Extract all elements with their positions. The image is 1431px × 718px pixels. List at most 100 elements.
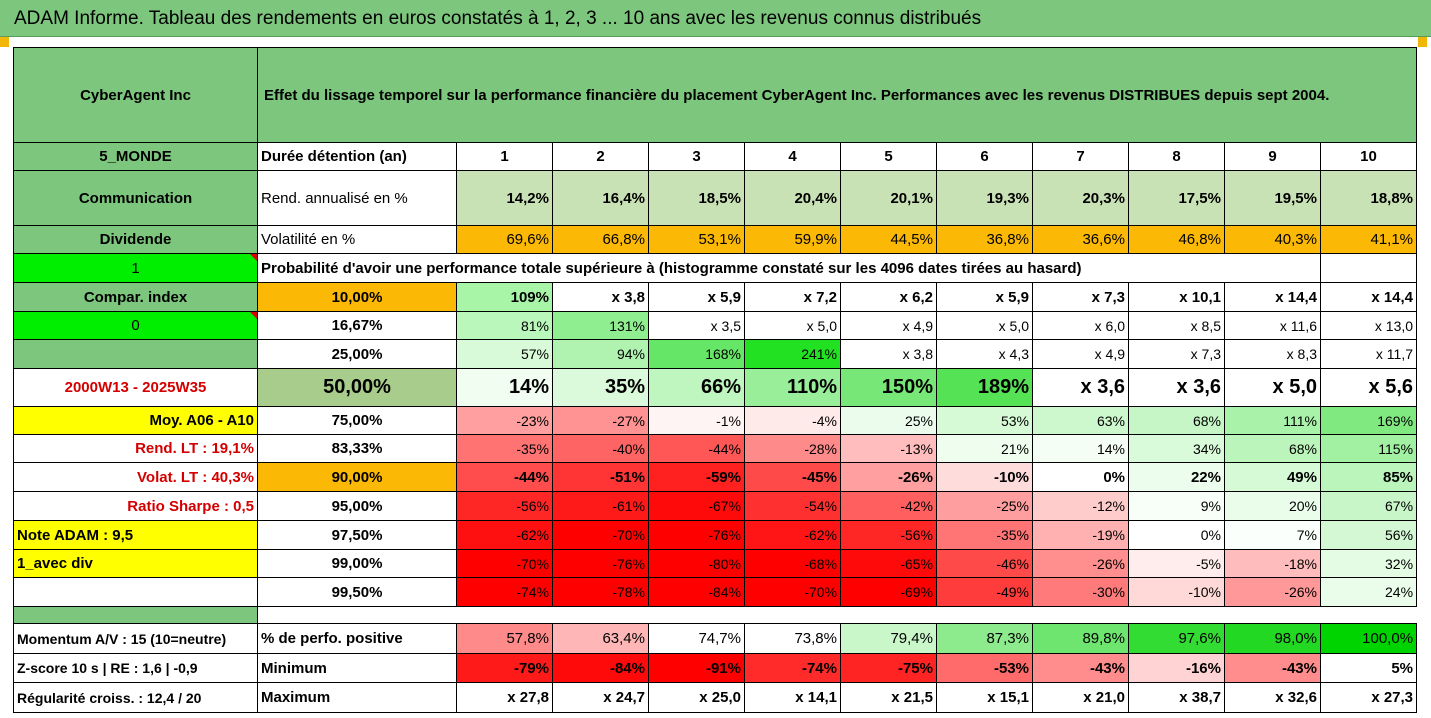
max-label: Maximum xyxy=(257,682,457,713)
performance-cell: x 7,3 xyxy=(1032,282,1129,312)
minimum-value: 5% xyxy=(1319,653,1418,683)
performance-cell: 0% xyxy=(1032,462,1129,492)
positive-perf-value: 98,0% xyxy=(1224,623,1321,654)
dividend-value: 1 xyxy=(13,253,258,283)
zscore-label: Z-score 10 s | RE : 1,6 | -0,9 xyxy=(13,653,258,683)
positive-perf-value: 89,8% xyxy=(1032,623,1129,654)
maximum-value: x 15,1 xyxy=(936,682,1033,713)
performance-cell: x 5,0 xyxy=(936,311,1033,340)
performance-cell: -26% xyxy=(840,462,937,492)
performance-cell: x 4,9 xyxy=(1032,339,1129,369)
minimum-value: -43% xyxy=(1224,653,1321,683)
rend-value: 18,5% xyxy=(648,170,745,226)
performance-cell: -54% xyxy=(744,491,841,521)
rend-label: Rend. annualisé en % xyxy=(257,170,457,226)
empty-cell xyxy=(13,577,258,607)
maximum-value: x 27,8 xyxy=(456,682,553,713)
maximum-value: x 25,0 xyxy=(648,682,745,713)
performance-cell: -76% xyxy=(648,520,745,550)
performance-cell: -13% xyxy=(840,434,937,463)
corner-marker-right xyxy=(1418,37,1427,47)
performance-cell: -59% xyxy=(648,462,745,492)
performance-cell: x 3,6 xyxy=(1032,368,1129,407)
performance-cell: -67% xyxy=(648,491,745,521)
performance-cell: 7% xyxy=(1224,520,1321,550)
performance-cell: 63% xyxy=(1032,406,1129,435)
rend-value: 19,5% xyxy=(1224,170,1321,226)
performance-cell: -65% xyxy=(840,549,937,578)
year-header-4: 4 xyxy=(744,142,841,171)
performance-cell: x 5,9 xyxy=(936,282,1033,312)
performance-cell: x 3,5 xyxy=(648,311,745,340)
minimum-value: -84% xyxy=(552,653,649,683)
rend-value: 14,2% xyxy=(456,170,553,226)
empty-cell xyxy=(1224,253,1321,283)
vol-value: 41,1% xyxy=(1319,225,1418,254)
dividend-label: Dividende xyxy=(13,225,258,254)
maximum-value: x 27,3 xyxy=(1319,682,1418,713)
returns-table: CyberAgent Inc Effet du lissage temporel… xyxy=(13,47,1418,713)
performance-cell: -51% xyxy=(552,462,649,492)
empty-green-cell xyxy=(13,339,258,369)
volat-lt-label: Volat. LT : 40,3% xyxy=(13,462,258,492)
vol-value: 46,8% xyxy=(1128,225,1225,254)
performance-cell: 57% xyxy=(456,339,553,369)
performance-cell: 22% xyxy=(1128,462,1225,492)
performance-cell: 32% xyxy=(1319,549,1418,578)
performance-cell: -56% xyxy=(840,520,937,550)
performance-cell: 53% xyxy=(936,406,1033,435)
performance-cell: x 11,6 xyxy=(1224,311,1321,340)
positive-perf-value: 74,7% xyxy=(648,623,745,654)
title-bar: ADAM Informe. Tableau des rendements en … xyxy=(0,0,1431,37)
performance-cell: x 5,0 xyxy=(1224,368,1321,407)
performance-cell: -35% xyxy=(456,434,553,463)
performance-cell: x 5,0 xyxy=(744,311,841,340)
year-header-7: 7 xyxy=(1032,142,1129,171)
performance-cell: -12% xyxy=(1032,491,1129,521)
performance-cell: 24% xyxy=(1319,577,1418,607)
performance-cell: 0% xyxy=(1128,520,1225,550)
performance-cell: 110% xyxy=(744,368,841,407)
performance-cell: -70% xyxy=(456,549,553,578)
maximum-value: x 32,6 xyxy=(1224,682,1321,713)
year-header-3: 3 xyxy=(648,142,745,171)
performance-cell: -18% xyxy=(1224,549,1321,578)
performance-cell: -23% xyxy=(456,406,553,435)
probability-threshold: 25,00% xyxy=(257,339,457,369)
pos-label: % de perfo. positive xyxy=(257,623,457,654)
performance-cell: 131% xyxy=(552,311,649,340)
performance-cell: 81% xyxy=(456,311,553,340)
performance-cell: 115% xyxy=(1319,434,1418,463)
performance-cell: -1% xyxy=(648,406,745,435)
note-label: Note ADAM : 9,5 xyxy=(13,520,258,550)
performance-cell: 34% xyxy=(1128,434,1225,463)
performance-cell: -27% xyxy=(552,406,649,435)
rend-lt-label: Rend. LT : 19,1% xyxy=(13,434,258,463)
performance-cell: -40% xyxy=(552,434,649,463)
avec-div-label: 1_avec div xyxy=(13,549,258,578)
performance-cell: x 10,1 xyxy=(1128,282,1225,312)
probability-threshold: 10,00% xyxy=(257,282,457,312)
performance-cell: 241% xyxy=(744,339,841,369)
performance-cell: -70% xyxy=(744,577,841,607)
probability-threshold: 83,33% xyxy=(257,434,457,463)
minimum-value: -91% xyxy=(648,653,745,683)
vol-value: 66,8% xyxy=(552,225,649,254)
momentum-label: Momentum A/V : 15 (10=neutre) xyxy=(13,623,258,654)
sector-label: Communication xyxy=(13,170,258,226)
performance-cell: 85% xyxy=(1319,462,1418,492)
performance-cell: 150% xyxy=(840,368,937,407)
performance-cell: x 4,9 xyxy=(840,311,937,340)
performance-cell: -35% xyxy=(936,520,1033,550)
performance-cell: -84% xyxy=(648,577,745,607)
performance-cell: -44% xyxy=(456,462,553,492)
asset-name: CyberAgent Inc xyxy=(13,47,258,143)
year-header-5: 5 xyxy=(840,142,937,171)
performance-cell: x 14,4 xyxy=(1224,282,1321,312)
compar-index-label: Compar. index xyxy=(13,282,258,312)
vol-value: 36,8% xyxy=(936,225,1033,254)
performance-cell: -26% xyxy=(1032,549,1129,578)
probability-threshold: 99,00% xyxy=(257,549,457,578)
performance-cell: -10% xyxy=(936,462,1033,492)
performance-cell: -69% xyxy=(840,577,937,607)
